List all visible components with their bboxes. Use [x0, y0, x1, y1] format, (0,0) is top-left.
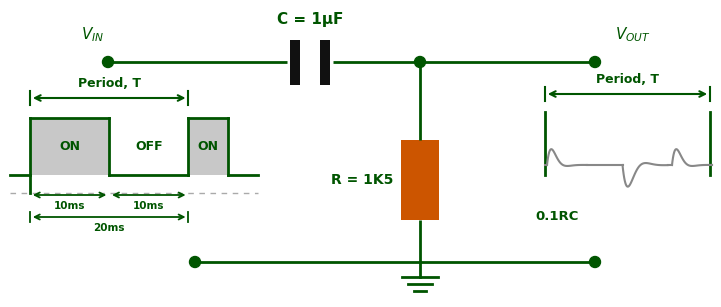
Circle shape: [590, 257, 601, 267]
Bar: [320, 40, 330, 84]
Text: R = 1K5: R = 1K5: [331, 173, 393, 187]
Circle shape: [415, 56, 425, 68]
Text: Period, T: Period, T: [78, 77, 141, 90]
Bar: [290, 40, 300, 84]
Text: OFF: OFF: [135, 140, 163, 153]
Text: ON: ON: [198, 140, 218, 153]
Text: 0.1RC: 0.1RC: [535, 210, 578, 223]
Text: 10ms: 10ms: [133, 201, 164, 211]
Bar: [30, 118, 109, 175]
Circle shape: [190, 257, 200, 267]
Text: 20ms: 20ms: [94, 223, 125, 233]
Circle shape: [102, 56, 113, 68]
Text: 10ms: 10ms: [54, 201, 85, 211]
Text: ON: ON: [59, 140, 80, 153]
Text: Period, T: Period, T: [596, 73, 659, 86]
Bar: [188, 118, 228, 175]
Circle shape: [590, 56, 601, 68]
Text: $V_{OUT}$: $V_{OUT}$: [615, 25, 651, 44]
Text: $V_{IN}$: $V_{IN}$: [81, 25, 105, 44]
Text: C = 1μF: C = 1μF: [277, 12, 343, 27]
Bar: [401, 140, 439, 220]
